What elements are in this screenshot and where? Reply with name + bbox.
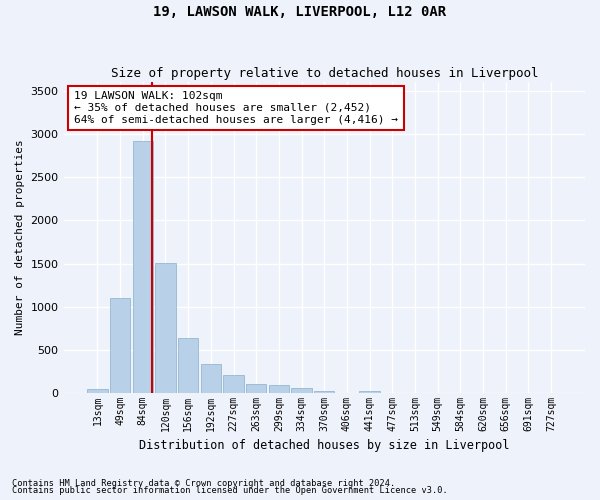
Bar <box>292 388 312 393</box>
X-axis label: Distribution of detached houses by size in Liverpool: Distribution of detached houses by size … <box>139 440 509 452</box>
Text: Contains HM Land Registry data © Crown copyright and database right 2024.: Contains HM Land Registry data © Crown c… <box>12 478 395 488</box>
Bar <box>87 389 107 393</box>
Bar <box>110 298 130 393</box>
Text: Contains public sector information licensed under the Open Government Licence v3: Contains public sector information licen… <box>12 486 448 495</box>
Bar <box>269 386 289 393</box>
Bar <box>223 374 244 393</box>
Title: Size of property relative to detached houses in Liverpool: Size of property relative to detached ho… <box>110 66 538 80</box>
Bar <box>246 384 266 393</box>
Y-axis label: Number of detached properties: Number of detached properties <box>15 140 25 336</box>
Bar <box>314 390 334 393</box>
Bar <box>200 364 221 393</box>
Bar <box>178 338 199 393</box>
Text: 19 LAWSON WALK: 102sqm
← 35% of detached houses are smaller (2,452)
64% of semi-: 19 LAWSON WALK: 102sqm ← 35% of detached… <box>74 92 398 124</box>
Bar <box>155 262 176 393</box>
Bar <box>133 141 153 393</box>
Bar <box>359 391 380 393</box>
Text: 19, LAWSON WALK, LIVERPOOL, L12 0AR: 19, LAWSON WALK, LIVERPOOL, L12 0AR <box>154 5 446 19</box>
